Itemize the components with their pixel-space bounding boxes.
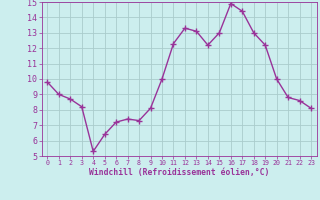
X-axis label: Windchill (Refroidissement éolien,°C): Windchill (Refroidissement éolien,°C) <box>89 168 269 177</box>
